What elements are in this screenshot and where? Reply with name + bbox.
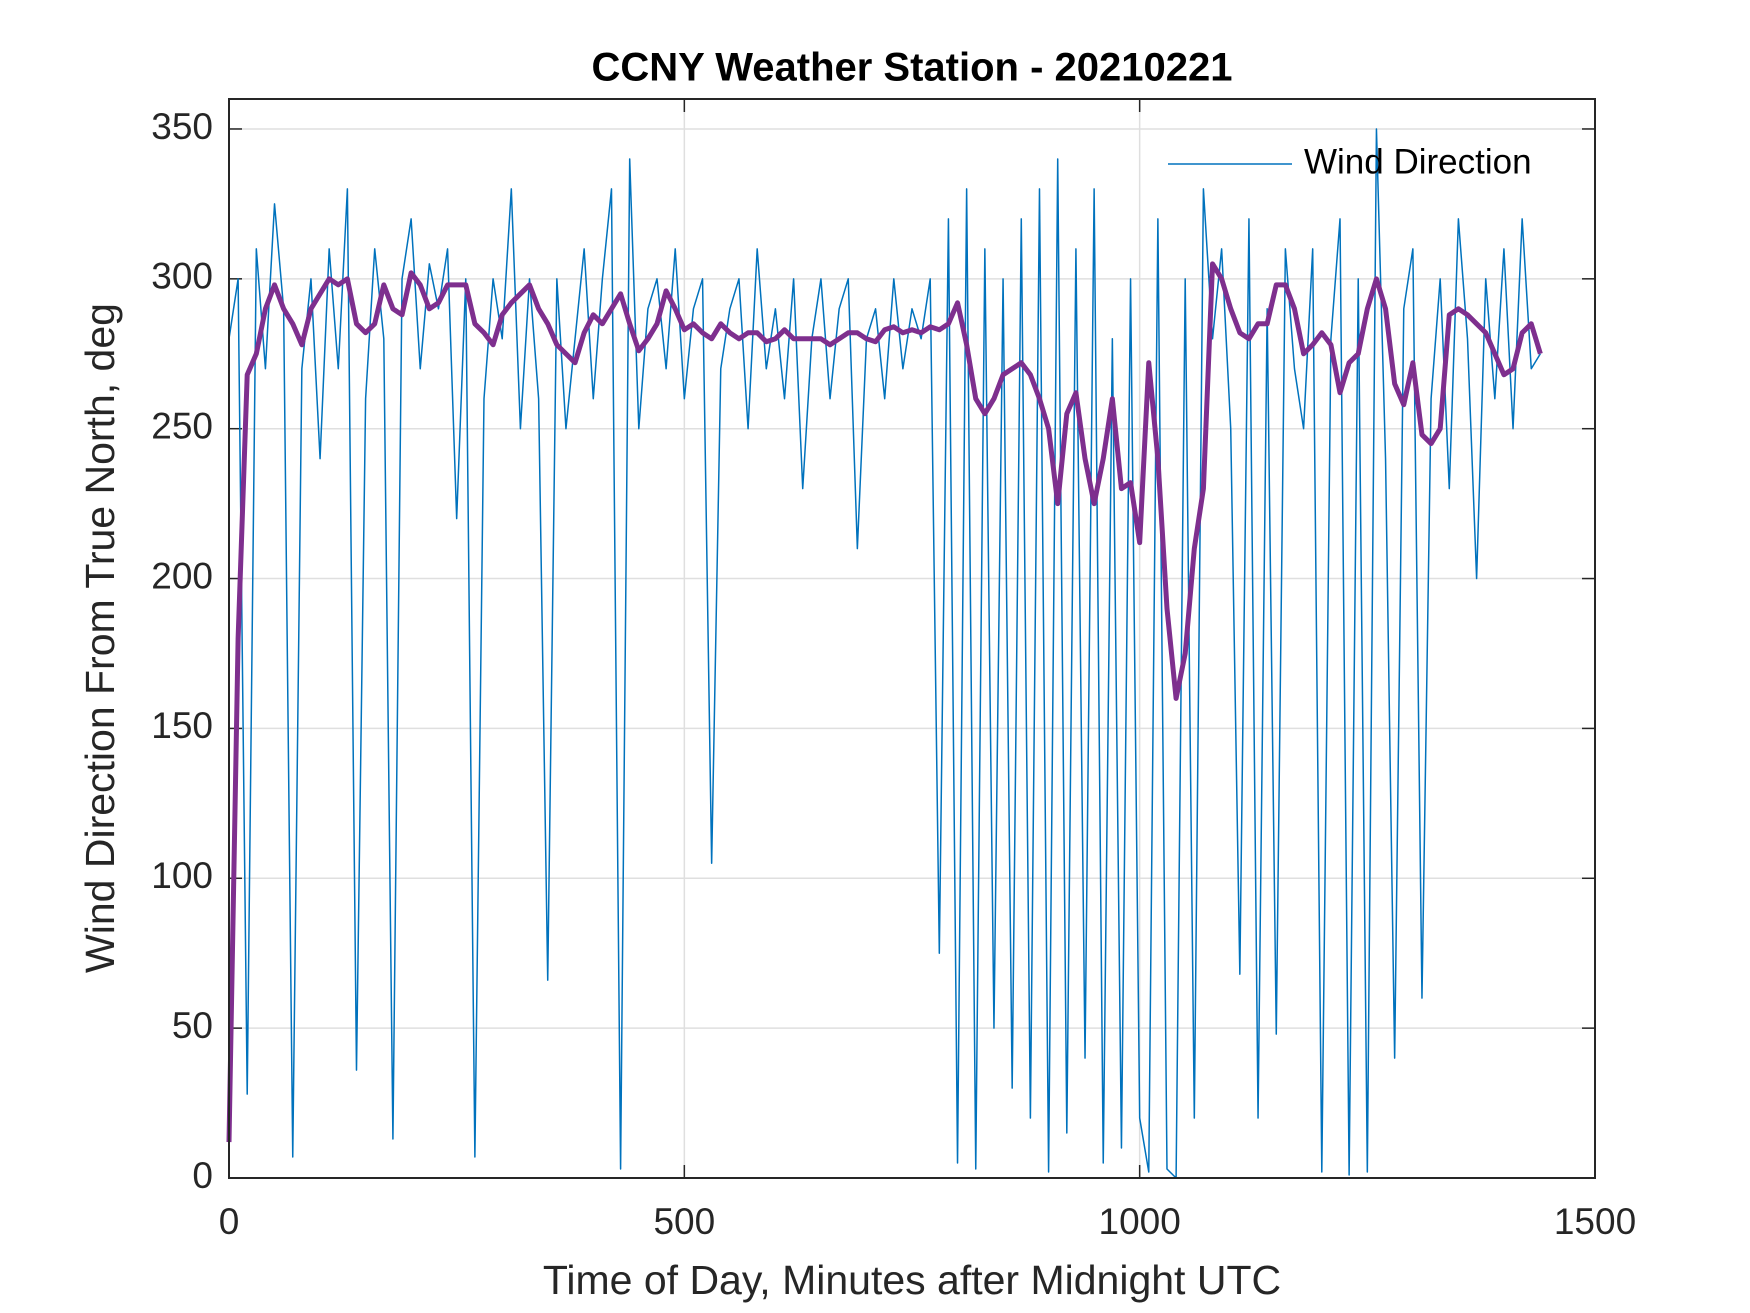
x-tick-label: 500 [653,1201,715,1242]
y-tick-label: 0 [192,1155,213,1196]
x-tick-label: 1500 [1554,1201,1636,1242]
plot-frame [228,98,1596,1179]
x-tick-label: 1000 [1099,1201,1181,1242]
y-tick-label: 200 [151,555,213,596]
y-tick-label: 250 [151,405,213,446]
x-axis-label: Time of Day, Minutes after Midnight UTC [543,1257,1281,1303]
y-tick-label: 350 [151,106,213,147]
data-line [226,261,1543,1143]
y-tick-label: 150 [151,705,213,746]
x-tick-label: 0 [219,1201,240,1242]
chart-title: CCNY Weather Station - 20210221 [592,46,1233,90]
y-axis-label: Wind Direction From True North, deg [77,303,123,973]
y-tick-label: 100 [151,855,213,896]
legend-label: Wind Direction [1304,142,1532,181]
data-line [228,128,1542,1179]
y-tick-label: 300 [151,256,213,297]
y-tick-label: 50 [172,1005,213,1046]
